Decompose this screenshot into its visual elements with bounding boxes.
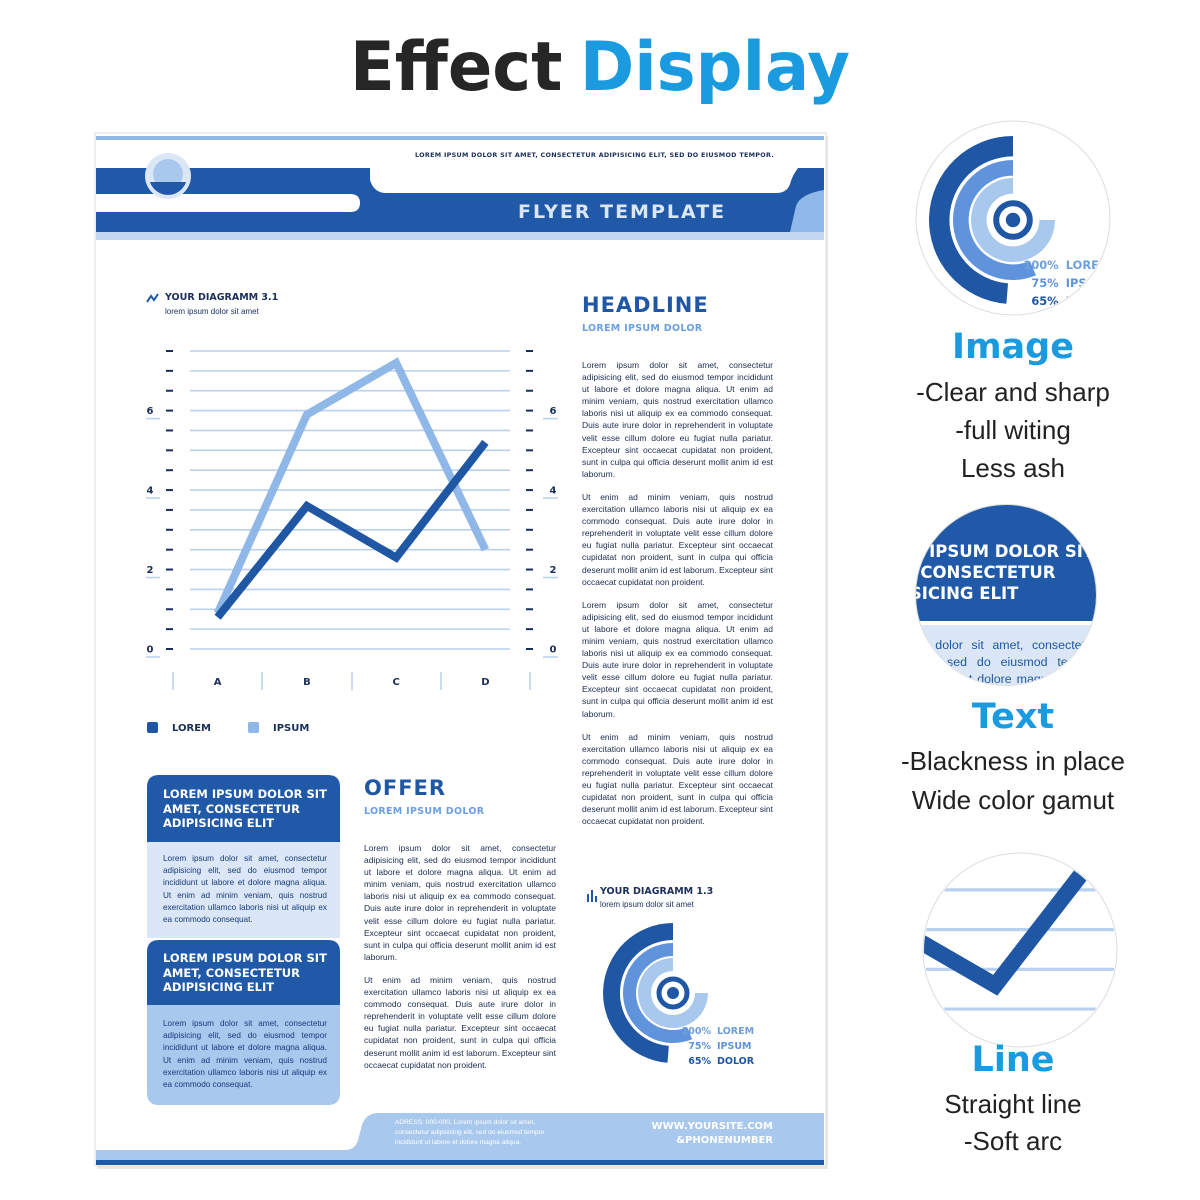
- offer-subtitle: LOREM IPSUM DOLOR: [364, 806, 485, 817]
- zoom-band: [916, 505, 1096, 621]
- zoom-text: LOREM IPSUM DOLOR SIT AMET, CONSECTETUR …: [916, 505, 1096, 685]
- series-line: [213, 357, 489, 615]
- legend-swatch: [147, 722, 158, 733]
- footer-rule: [96, 1160, 824, 1165]
- feature-title: Text: [971, 697, 1055, 737]
- value-label: 65%: [688, 1056, 711, 1067]
- logo: [150, 182, 186, 195]
- box-heading: LOREM IPSUM DOLOR SIT AMET, CONSECTETUR …: [163, 787, 327, 830]
- feature-line: Straight line: [944, 1089, 1082, 1119]
- feature-title: Image: [952, 327, 1074, 367]
- zoom-heading: LOREM IPSUM DOLOR SIT AMET, CONSECTETUR …: [916, 542, 1095, 603]
- header-notch: [370, 168, 798, 193]
- box-heading: LOREM IPSUM DOLOR SIT AMET, CONSECTETUR …: [163, 951, 327, 994]
- category-separators: [172, 672, 531, 690]
- zoom-band: [916, 625, 1096, 685]
- y-tick-label: 0: [550, 645, 557, 656]
- title-dark: Effect: [350, 28, 562, 107]
- offer-box-header: [147, 940, 340, 1005]
- ring-arc: [622, 943, 693, 1043]
- diagram-title: YOUR DIAGRAMM 3.1: [165, 292, 279, 303]
- ring-arc: [971, 178, 1055, 262]
- offer-text: Lorem ipsum dolor sit amet, consectetur …: [364, 842, 556, 1082]
- paragraph: Lorem ipsum dolor sit amet, consectetur …: [582, 599, 773, 719]
- legend-label: IPSUM: [273, 723, 309, 734]
- y-tick-label: 6: [550, 406, 557, 417]
- ring-arc: [952, 160, 1036, 280]
- box-body: Lorem ipsum dolor sit amet, consectetur …: [163, 854, 327, 925]
- category-label: IPSUM: [717, 1041, 752, 1052]
- ring-center: [1005, 212, 1021, 228]
- diagram-subtitle: lorem ipsum dolor sit amet: [600, 900, 694, 909]
- footer-address: ADRESS: 000-000, Lorem ipsum dolor sit a…: [395, 1119, 545, 1146]
- feature-line: -Blackness in place: [901, 746, 1125, 776]
- series-line: [214, 439, 489, 620]
- y-tick-label: 4: [147, 486, 154, 497]
- legend-swatch: [248, 722, 259, 733]
- x-tick-label: D: [481, 677, 489, 688]
- value-label: 100%: [1023, 258, 1059, 272]
- body-text: Lorem ipsum dolor sit amet, consectetur …: [582, 359, 773, 838]
- y-tick-label: 0: [147, 645, 154, 656]
- footer-band: [96, 1113, 824, 1160]
- feature-line: -full witing: [955, 415, 1071, 445]
- logo: [153, 159, 183, 189]
- feature-line: -Clear and sharp: [916, 377, 1110, 407]
- banner: FLYER TEMPLATE: [518, 201, 727, 223]
- y-tick-label: 6: [147, 406, 154, 417]
- tagline: LOREM IPSUM DOLOR SIT AMET, CONSECTETUR …: [415, 151, 775, 159]
- top-rule: [96, 136, 824, 140]
- category-label: LOREM: [717, 1026, 754, 1037]
- diagram-title: YOUR DIAGRAMM 1.3: [600, 886, 714, 897]
- paragraph: Ut enim ad minim veniam, quis nostrud ex…: [364, 974, 556, 1070]
- offer-title: OFFER: [364, 776, 447, 800]
- diagram-icon: [587, 890, 597, 902]
- ring-arc: [603, 923, 673, 1063]
- category-label: DOLOR: [717, 1056, 755, 1067]
- value-label: 75%: [688, 1041, 711, 1052]
- paragraph: Ut enim ad minim veniam, quis nostrud ex…: [582, 491, 773, 587]
- diagram-icon: [146, 293, 159, 303]
- legend-label: LOREM: [172, 723, 211, 734]
- category-label: DOLOR: [1066, 294, 1111, 308]
- feature-line: Wide color gamut: [911, 785, 1115, 815]
- diagram-subtitle: lorem ipsum dolor sit amet: [165, 307, 259, 316]
- category-label: IPSUM: [1066, 276, 1107, 290]
- value-label: 65%: [1031, 294, 1059, 308]
- footer-phone: &PHONENUMBER: [676, 1135, 773, 1146]
- y-tick-label: 2: [550, 565, 557, 576]
- feature-line: Less ash: [960, 453, 1066, 483]
- y-tick-label: 4: [550, 486, 557, 497]
- page-title: Effect Display: [350, 28, 850, 107]
- value-label: 75%: [1031, 276, 1059, 290]
- feature-line: -Soft arc: [963, 1126, 1063, 1156]
- x-tick-label: A: [214, 677, 222, 688]
- ring-center: [667, 987, 679, 999]
- zoom-body: Lorem ipsum dolor sit amet, consectetur …: [916, 638, 1096, 685]
- header-wave: [790, 190, 824, 232]
- header-strip: [96, 232, 824, 240]
- radial-chart: 100% LOREM 75% IPSUM 65% DOLOR: [603, 923, 755, 1067]
- category-label: LOREM: [1066, 258, 1110, 272]
- ring-arc: [929, 136, 1013, 304]
- offer-box-header: [147, 775, 340, 842]
- x-tick-label: C: [392, 677, 399, 688]
- footer-site: WWW.YOURSITE.COM: [651, 1121, 773, 1132]
- box-body: Lorem ipsum dolor sit amet, consectetur …: [163, 1019, 327, 1090]
- y-tick-label: 2: [147, 565, 154, 576]
- feature-title: Line: [971, 1040, 1055, 1080]
- value-label: 100%: [682, 1026, 712, 1037]
- headline: HEADLINE: [582, 293, 709, 317]
- header-notch: [96, 194, 360, 212]
- title-accent: Display: [580, 28, 850, 107]
- headline-sub: LOREM IPSUM DOLOR: [582, 323, 703, 334]
- paragraph: Ut enim ad minim veniam, quis nostrud ex…: [582, 731, 773, 827]
- paragraph: Lorem ipsum dolor sit amet, consectetur …: [582, 360, 773, 479]
- x-tick-label: B: [303, 677, 311, 688]
- paragraph: Lorem ipsum dolor sit amet, consectetur …: [364, 843, 556, 962]
- line-chart: 0 0 2 2 4 4 6 6 A B C D LOREM IPSUM: [146, 350, 558, 734]
- ring-arc: [638, 958, 708, 1028]
